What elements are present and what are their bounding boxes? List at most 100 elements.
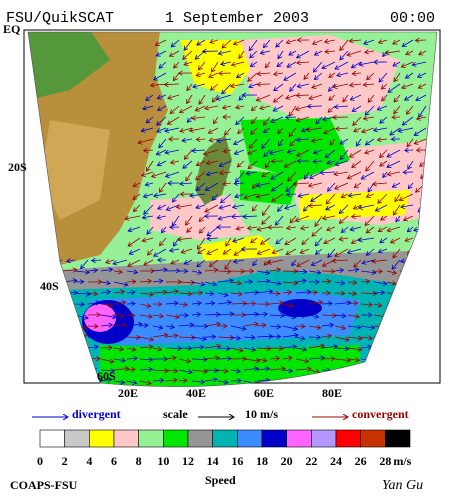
wind-vector xyxy=(243,337,255,338)
wind-vector xyxy=(365,149,375,153)
wind-vector xyxy=(139,347,153,348)
wind-vector xyxy=(223,248,232,254)
land-relief xyxy=(40,120,110,220)
wind-vector xyxy=(297,62,310,63)
wind-vector xyxy=(380,160,388,166)
wind-vector xyxy=(393,61,401,66)
wind-vector xyxy=(362,127,375,132)
wind-vector xyxy=(269,326,281,327)
wind-vector xyxy=(186,215,193,225)
wind-vector xyxy=(184,62,193,65)
wind-vector xyxy=(307,128,323,130)
wind-vector xyxy=(417,117,427,119)
wind-vector xyxy=(352,105,362,111)
wind-vector xyxy=(198,61,206,70)
wind-vector xyxy=(144,259,154,265)
wind-vector xyxy=(271,116,284,122)
wind-vector xyxy=(339,238,349,240)
wind-vector xyxy=(289,105,297,116)
wind-vector xyxy=(308,326,321,328)
wind-vector xyxy=(183,160,193,168)
colorbar-label: 8 xyxy=(136,454,142,468)
colorbar-unit: m/s xyxy=(393,454,411,468)
wind-vector xyxy=(152,292,167,293)
wind-vector xyxy=(87,302,100,304)
wind-vector xyxy=(347,269,359,271)
wind-vector xyxy=(178,337,195,338)
wind-vector xyxy=(129,248,141,254)
wind-vector xyxy=(209,259,219,266)
wind-vector xyxy=(360,347,372,348)
wind-vector xyxy=(187,226,193,232)
wind-vector xyxy=(275,215,284,225)
wind-vector xyxy=(160,237,167,246)
title: FSU/QuikSCAT xyxy=(6,10,114,27)
wind-vector xyxy=(272,182,284,191)
wind-vector xyxy=(360,293,377,294)
wind-vector xyxy=(340,149,349,160)
wind-vector xyxy=(373,304,382,306)
wind-vector xyxy=(359,61,375,65)
wind-vector xyxy=(324,237,336,243)
wind-vector xyxy=(334,348,349,349)
wind-vector xyxy=(323,216,336,219)
wind-vector xyxy=(334,359,350,361)
wind-vector xyxy=(204,324,220,326)
wind-vector xyxy=(165,348,181,349)
wind-vector xyxy=(219,160,232,166)
wind-vector xyxy=(217,139,232,141)
wind-vector xyxy=(133,193,141,199)
wind-vector xyxy=(360,304,372,305)
wind-vector xyxy=(226,237,232,246)
wind-vector xyxy=(300,248,310,253)
wind-vector xyxy=(405,94,414,100)
wind-vector xyxy=(265,61,271,68)
wind-vector xyxy=(250,50,258,58)
wind-vector xyxy=(141,127,154,131)
wind-vector xyxy=(251,105,258,111)
wind-vector xyxy=(347,315,359,317)
wind-vector xyxy=(180,183,193,184)
wind-vector xyxy=(142,216,154,218)
colorbar-swatch xyxy=(187,429,213,448)
wind-vector xyxy=(274,94,284,102)
wind-vector xyxy=(295,315,307,316)
lon-label: 40E xyxy=(186,386,206,400)
wind-vector xyxy=(315,237,323,246)
wind-vector xyxy=(287,227,297,228)
wind-vector xyxy=(151,84,167,86)
speed-zone xyxy=(240,170,300,205)
wind-vector xyxy=(349,40,362,41)
wind-vector xyxy=(159,138,167,148)
wind-vector xyxy=(220,172,232,173)
wind-vector xyxy=(269,348,283,349)
lon-label: 20E xyxy=(118,386,138,400)
wind-vector xyxy=(348,248,362,253)
wind-vector xyxy=(361,171,375,179)
wind-vector xyxy=(373,271,382,272)
colorbar-label: 6 xyxy=(111,454,117,468)
wind-vector xyxy=(204,314,220,315)
wind-vector xyxy=(146,160,154,171)
wind-vector xyxy=(274,83,284,91)
wind-vector xyxy=(128,259,141,266)
wind-vector xyxy=(113,325,126,326)
wind-vector xyxy=(418,83,427,88)
wind-vector xyxy=(282,358,292,359)
wind-vector xyxy=(126,337,140,338)
wind-vector xyxy=(204,282,217,285)
wind-vector xyxy=(358,238,375,241)
wind-vector xyxy=(328,248,336,257)
wind-vector xyxy=(308,315,319,317)
wind-vector xyxy=(87,347,98,348)
colorbar-label: 28 xyxy=(379,454,391,468)
wind-vector xyxy=(261,237,271,244)
wind-vector xyxy=(260,106,271,109)
colorbar-label: 10 xyxy=(157,454,169,468)
wind-vector xyxy=(217,271,231,272)
wind-vector xyxy=(230,271,244,272)
wind-vector xyxy=(152,370,168,371)
wind-vector xyxy=(381,83,388,89)
wind-vector xyxy=(308,302,323,304)
wind-vector xyxy=(191,370,207,372)
